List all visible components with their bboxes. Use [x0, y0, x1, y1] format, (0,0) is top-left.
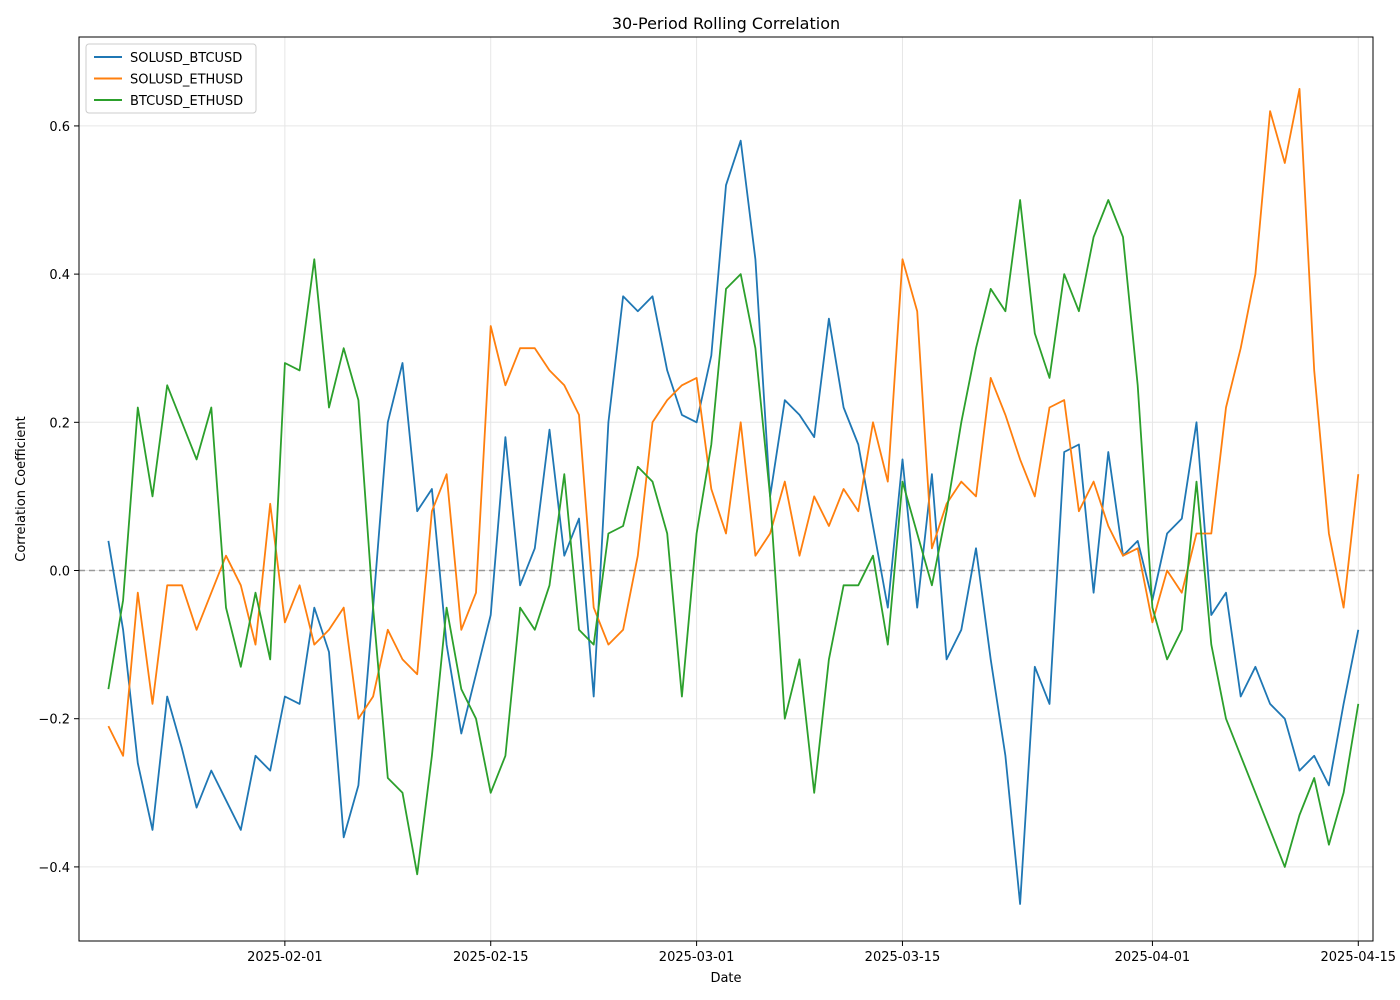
- plot-area-frame: [78, 36, 1374, 942]
- grid-lines: [79, 37, 1373, 941]
- series-line-solusd-ethusd: [107, 88, 1360, 757]
- x-axis-label: Date: [710, 971, 741, 986]
- x-tick-label: 2025-04-15: [1321, 950, 1397, 965]
- x-tick-label: 2025-03-01: [659, 950, 735, 965]
- legend: SOLUSD_BTCUSD SOLUSD_ETHUSD BTCUSD_ETHUSD: [85, 43, 257, 114]
- x-tick-label: 2025-02-15: [453, 950, 529, 965]
- series-lines: [107, 88, 1360, 905]
- legend-label: SOLUSD_BTCUSD: [130, 51, 242, 66]
- legend-label: SOLUSD_ETHUSD: [130, 73, 243, 88]
- y-tick-label: 0.2: [49, 416, 70, 431]
- legend-box: [85, 43, 257, 114]
- series-line-btcusd-ethusd: [107, 199, 1360, 876]
- y-axis-ticks: −0.4 −0.2 0.0 0.2 0.4 0.6: [38, 120, 79, 876]
- y-tick-label: −0.4: [38, 861, 70, 876]
- x-tick-label: 2025-03-15: [865, 950, 941, 965]
- y-tick-label: 0.6: [49, 120, 70, 135]
- series-line-solusd-btcusd: [107, 139, 1360, 905]
- x-axis-ticks: 2025-02-01 2025-02-15 2025-03-01 2025-03-15…: [247, 941, 1396, 965]
- x-tick-label: 2025-02-01: [247, 950, 323, 965]
- x-tick-label: 2025-04-01: [1115, 950, 1191, 965]
- y-tick-label: 0.0: [49, 565, 70, 580]
- legend-label: BTCUSD_ETHUSD: [130, 94, 243, 109]
- y-tick-label: 0.4: [49, 268, 70, 283]
- chart-title: 30-Period Rolling Correlation: [612, 14, 840, 33]
- y-axis-label: Correlation Coefficient: [14, 416, 29, 562]
- y-tick-label: −0.2: [38, 713, 70, 728]
